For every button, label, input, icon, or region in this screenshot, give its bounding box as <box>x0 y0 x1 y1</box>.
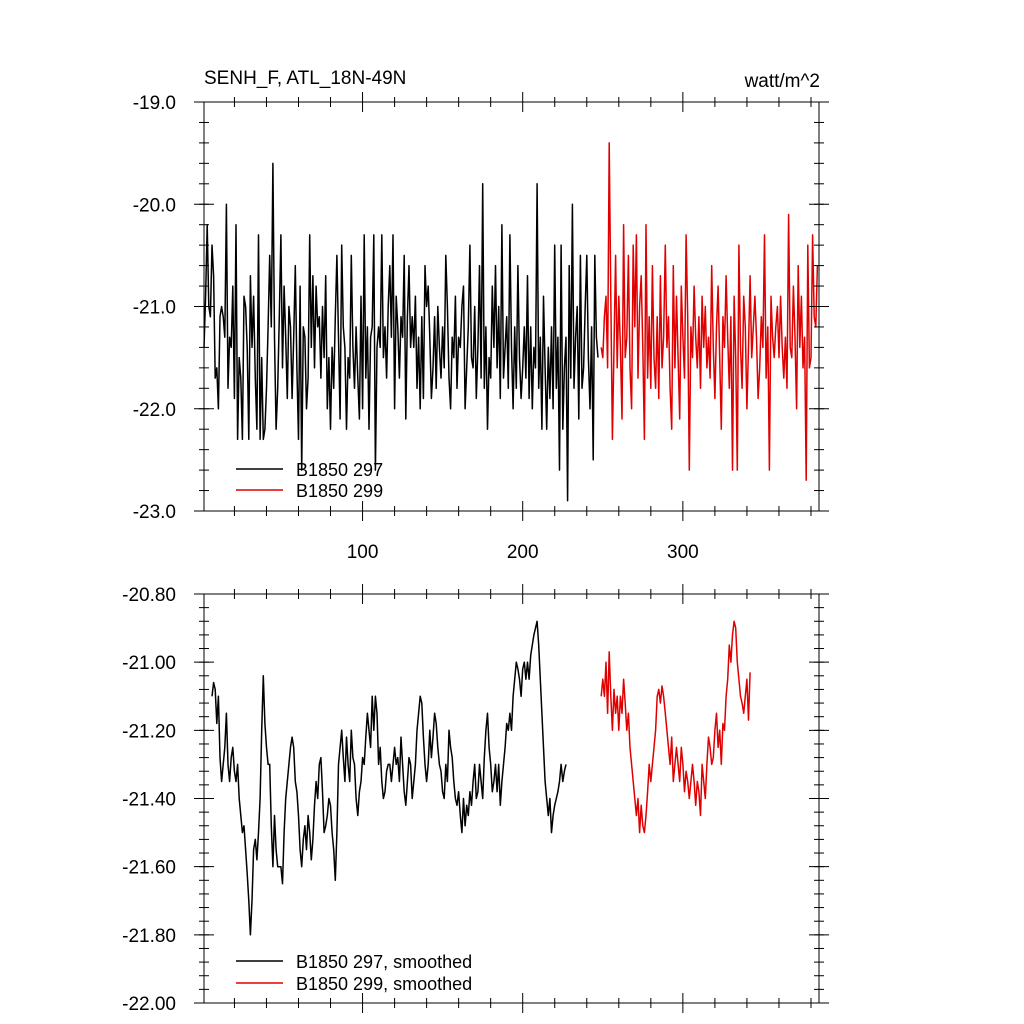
legend-label-b1850-299: B1850 299 <box>296 481 383 501</box>
series-line-b1850-297-smoothed <box>211 620 567 936</box>
x-tick-label: 200 <box>507 542 539 563</box>
y-tick-label: -21.20 <box>122 721 176 742</box>
y-tick-label: -22.0 <box>133 400 176 421</box>
legend-label-b1850-297: B1850 297 <box>296 460 383 480</box>
top-panel-ticks <box>194 92 829 521</box>
y-tick-label: -21.0 <box>133 298 176 319</box>
y-tick-label: -20.80 <box>122 585 176 606</box>
y-tick-label: -21.40 <box>122 790 176 811</box>
top-panel: -23.0 -22.0 -21.0 -20.0 -19.0 100 200 300 B185… <box>133 92 829 563</box>
bottom-panel-ticks <box>194 584 829 1013</box>
chart-title: SENH_F, ATL_18N-49N <box>204 68 406 89</box>
bottom-panel-series <box>211 620 751 936</box>
y-tick-label: -20.0 <box>133 195 176 216</box>
series-line-b1850-297 <box>203 162 599 502</box>
legend-label-b1850-299-smoothed: B1850 299, smoothed <box>296 974 472 994</box>
y-tick-label: -23.0 <box>133 502 176 523</box>
bottom-panel-y-tick-labels: -22.00 -21.80 -21.60 -21.40 -21.20 -21.00 -20.… <box>122 585 176 1015</box>
units-label: watt/m^2 <box>744 71 820 92</box>
y-tick-label: -21.80 <box>122 926 176 947</box>
bottom-panel: -22.00 -21.80 -21.60 -21.40 -21.20 -21.00 -20.… <box>122 584 829 1015</box>
top-panel-legend: B1850 297 B1850 299 <box>236 460 383 501</box>
y-tick-label: -19.0 <box>133 93 176 114</box>
top-panel-x-tick-labels: 100 200 300 <box>347 542 699 563</box>
bottom-panel-legend: B1850 297, smoothed B1850 299, smoothed <box>236 952 472 994</box>
y-tick-label: -21.60 <box>122 858 176 879</box>
top-panel-series <box>203 142 819 502</box>
top-panel-y-tick-labels: -23.0 -22.0 -21.0 -20.0 -19.0 <box>133 93 176 523</box>
x-tick-label: 300 <box>667 542 699 563</box>
series-line-b1850-299 <box>600 142 819 482</box>
series-line-b1850-299-smoothed <box>600 620 751 834</box>
y-tick-label: -21.00 <box>122 653 176 674</box>
y-tick-label: -22.00 <box>122 994 176 1015</box>
legend-label-b1850-297-smoothed: B1850 297, smoothed <box>296 952 472 972</box>
x-tick-label: 100 <box>347 542 379 563</box>
bottom-panel-frame <box>203 593 820 1004</box>
